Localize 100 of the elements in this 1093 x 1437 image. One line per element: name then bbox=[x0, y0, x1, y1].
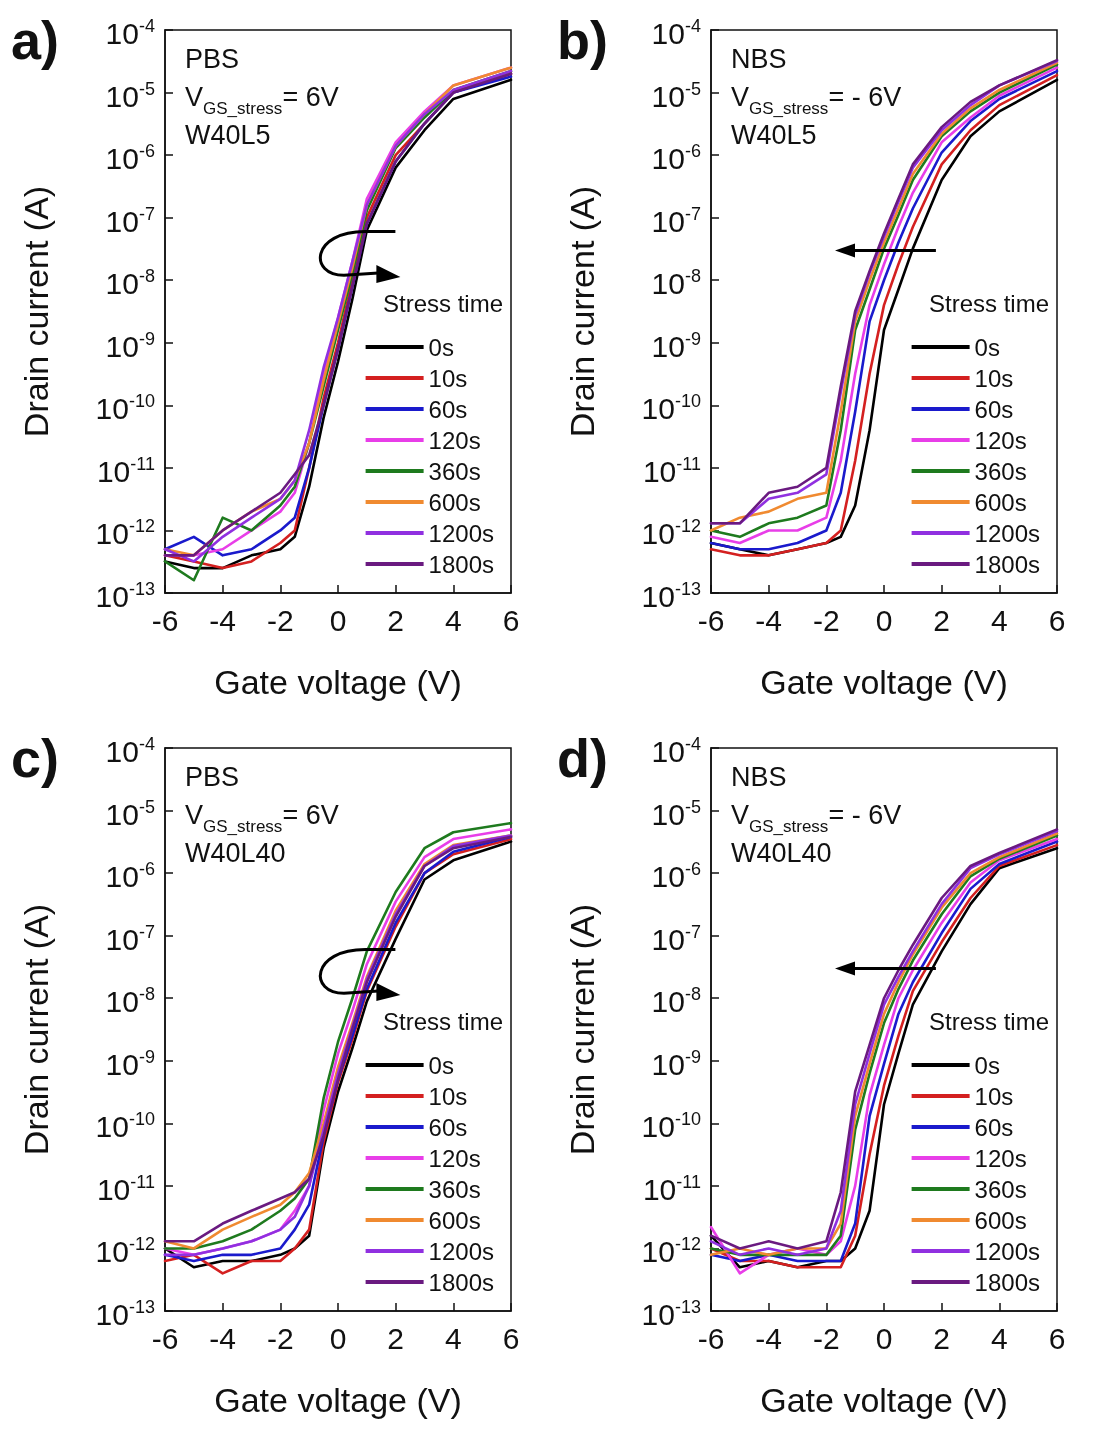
annotation: W40L40 bbox=[731, 838, 832, 868]
y-axis-title: Drain current (A) bbox=[563, 903, 601, 1156]
annotation: W40L5 bbox=[185, 120, 271, 150]
y-tick-label: 10$^{-11}$ bbox=[96, 1172, 155, 1207]
y-tick-label: 10$^{-7}$ bbox=[651, 203, 701, 238]
y-tick-label: 10$^{-7}$ bbox=[651, 921, 701, 956]
legend-label: 360s bbox=[974, 457, 1027, 485]
legend-label: 1200s bbox=[428, 519, 494, 547]
y-tick-label: 10$^{-4}$ bbox=[105, 734, 155, 769]
x-tick-label: -4 bbox=[755, 1321, 783, 1355]
y-tick-label: 10$^{-7}$ bbox=[105, 921, 155, 956]
legend-label: 10s bbox=[428, 364, 468, 392]
x-tick-label: 4 bbox=[990, 603, 1008, 637]
y-tick-label: 10$^{-4}$ bbox=[105, 16, 155, 51]
y-tick-label: 10$^{-10}$ bbox=[641, 391, 701, 426]
legend-label: 360s bbox=[428, 457, 481, 485]
legend-label: 600s bbox=[974, 1206, 1027, 1234]
x-tick-label: 2 bbox=[933, 603, 951, 637]
legend-label: 1200s bbox=[974, 1237, 1040, 1265]
legend-label: 60s bbox=[428, 1113, 468, 1141]
annotation: W40L40 bbox=[185, 838, 286, 868]
legend-label: 1200s bbox=[974, 519, 1040, 547]
y-tick-label: 10$^{-5}$ bbox=[105, 796, 155, 831]
x-tick-label: 0 bbox=[875, 603, 893, 637]
x-tick-label: -4 bbox=[209, 603, 237, 637]
x-axis-title: Gate voltage (V) bbox=[760, 1381, 1008, 1419]
legend-label: 0s bbox=[428, 333, 454, 361]
annotation: V$_{GS_stress}$= 6V bbox=[185, 82, 339, 118]
legend-label: 120s bbox=[428, 1144, 481, 1172]
legend-label: 60s bbox=[428, 395, 468, 423]
y-tick-label: 10$^{-11}$ bbox=[642, 454, 701, 489]
x-tick-label: -4 bbox=[209, 1321, 237, 1355]
y-tick-label: 10$^{-12}$ bbox=[95, 516, 155, 551]
y-tick-label: 10$^{-12}$ bbox=[641, 1234, 701, 1269]
y-tick-label: 10$^{-10}$ bbox=[641, 1109, 701, 1144]
x-tick-label: 6 bbox=[1048, 603, 1066, 637]
legend-label: 10s bbox=[428, 1082, 468, 1110]
annotation: PBS bbox=[185, 762, 240, 792]
legend-title: Stress time bbox=[928, 1008, 1049, 1036]
y-tick-label: 10$^{-6}$ bbox=[105, 141, 155, 176]
y-tick-label: 10$^{-10}$ bbox=[95, 391, 155, 426]
y-tick-label: 10$^{-9}$ bbox=[651, 328, 701, 363]
legend-label: 10s bbox=[974, 1082, 1014, 1110]
y-tick-label: 10$^{-4}$ bbox=[651, 16, 701, 51]
legend-label: 1800s bbox=[428, 1268, 494, 1296]
x-tick-label: -2 bbox=[812, 1321, 840, 1355]
x-tick-label: 6 bbox=[1048, 1321, 1066, 1355]
x-tick-label: 2 bbox=[387, 1321, 405, 1355]
y-tick-label: 10$^{-11}$ bbox=[642, 1172, 701, 1207]
y-axis-title: Drain current (A) bbox=[17, 185, 55, 438]
legend-label: 0s bbox=[428, 1051, 454, 1079]
y-tick-label: 10$^{-6}$ bbox=[105, 859, 155, 894]
legend-label: 60s bbox=[974, 1113, 1014, 1141]
legend-title: Stress time bbox=[928, 290, 1049, 318]
y-tick-label: 10$^{-8}$ bbox=[105, 266, 155, 301]
x-axis-title: Gate voltage (V) bbox=[760, 663, 1008, 701]
y-tick-label: 10$^{-7}$ bbox=[105, 203, 155, 238]
legend-label: 600s bbox=[428, 488, 481, 516]
x-tick-label: -2 bbox=[812, 603, 840, 637]
legend-label: 0s bbox=[974, 1051, 1000, 1079]
x-tick-label: -2 bbox=[266, 1321, 294, 1355]
legend-label: 1200s bbox=[428, 1237, 494, 1265]
y-tick-label: 10$^{-9}$ bbox=[105, 328, 155, 363]
x-tick-label: -4 bbox=[755, 603, 783, 637]
y-tick-label: 10$^{-10}$ bbox=[95, 1109, 155, 1144]
chart-title: d) bbox=[557, 728, 608, 788]
legend-label: 600s bbox=[974, 488, 1027, 516]
y-tick-label: 10$^{-5}$ bbox=[651, 78, 701, 113]
legend-label: 600s bbox=[428, 1206, 481, 1234]
legend-label: 360s bbox=[428, 1175, 481, 1203]
legend-label: 360s bbox=[974, 1175, 1027, 1203]
y-tick-label: 10$^{-12}$ bbox=[95, 1234, 155, 1269]
x-tick-label: 2 bbox=[387, 603, 405, 637]
x-axis-title: Gate voltage (V) bbox=[214, 1381, 462, 1419]
legend-label: 120s bbox=[974, 1144, 1027, 1172]
annotation: V$_{GS_stress}$= 6V bbox=[185, 800, 339, 836]
legend-title: Stress time bbox=[382, 1008, 503, 1036]
legend-label: 0s bbox=[974, 333, 1000, 361]
y-tick-label: 10$^{-5}$ bbox=[651, 796, 701, 831]
chart-title: a) bbox=[11, 10, 60, 70]
x-tick-label: 0 bbox=[329, 603, 347, 637]
x-tick-label: 6 bbox=[502, 1321, 520, 1355]
legend-label: 10s bbox=[974, 364, 1014, 392]
annotation: NBS bbox=[731, 762, 787, 792]
annotation: NBS bbox=[731, 44, 787, 74]
y-tick-label: 10$^{-11}$ bbox=[96, 454, 155, 489]
chart-title: b) bbox=[557, 10, 608, 70]
y-tick-label: 10$^{-9}$ bbox=[105, 1046, 155, 1081]
y-axis-title: Drain current (A) bbox=[563, 185, 601, 438]
x-axis-title: Gate voltage (V) bbox=[214, 663, 462, 701]
y-tick-label: 10$^{-8}$ bbox=[651, 984, 701, 1019]
y-tick-label: 10$^{-6}$ bbox=[651, 859, 701, 894]
legend-label: 1800s bbox=[974, 550, 1040, 578]
y-axis-title: Drain current (A) bbox=[17, 903, 55, 1156]
x-tick-label: 2 bbox=[933, 1321, 951, 1355]
x-tick-label: 0 bbox=[875, 1321, 893, 1355]
x-tick-label: -2 bbox=[266, 603, 294, 637]
legend-title: Stress time bbox=[382, 290, 503, 318]
legend-label: 120s bbox=[428, 426, 481, 454]
y-tick-label: 10$^{-8}$ bbox=[105, 984, 155, 1019]
